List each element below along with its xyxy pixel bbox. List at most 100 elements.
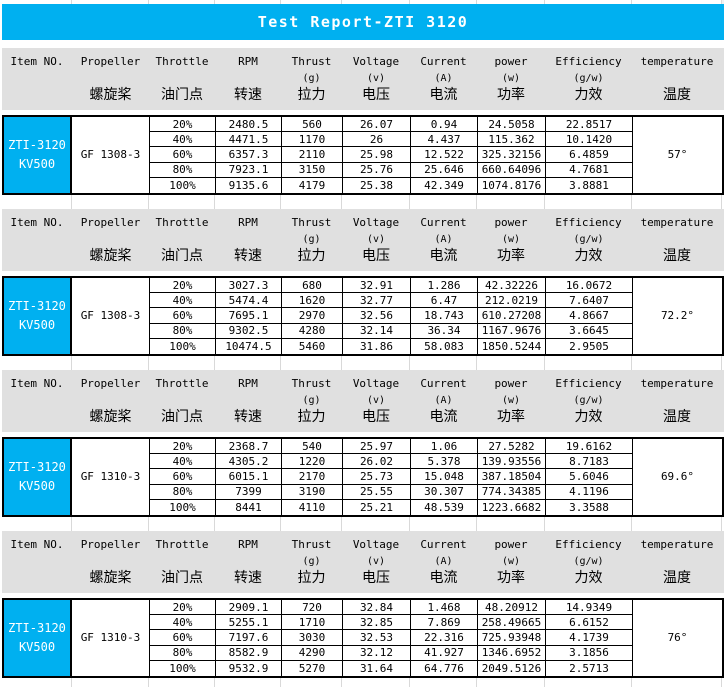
efficiency-cell[interactable]: 6.6152 xyxy=(545,615,632,631)
efficiency-cell[interactable]: 2.9505 xyxy=(545,338,632,354)
propeller-cell[interactable]: GF 1310-3 xyxy=(80,470,141,484)
voltage-cell[interactable]: 32.56 xyxy=(342,308,410,324)
efficiency-cell[interactable]: 4.8667 xyxy=(545,308,632,324)
efficiency-cell[interactable]: 8.7183 xyxy=(545,454,632,470)
power-cell[interactable]: 212.0219 xyxy=(477,293,545,309)
thrust-cell[interactable]: 720 xyxy=(281,600,342,616)
current-cell[interactable]: 18.743 xyxy=(410,308,477,324)
power-cell[interactable]: 1850.5244 xyxy=(477,338,545,354)
efficiency-cell[interactable]: 16.0672 xyxy=(545,278,632,294)
throttle-cell[interactable]: 20% xyxy=(149,278,215,294)
voltage-cell[interactable]: 32.77 xyxy=(342,293,410,309)
current-cell[interactable]: 15.048 xyxy=(410,469,477,485)
throttle-cell[interactable]: 60% xyxy=(149,630,215,646)
efficiency-cell[interactable]: 14.9349 xyxy=(545,600,632,616)
efficiency-cell[interactable]: 5.6046 xyxy=(545,469,632,485)
current-cell[interactable]: 22.316 xyxy=(410,630,477,646)
power-cell[interactable]: 725.93948 xyxy=(477,630,545,646)
voltage-cell[interactable]: 32.85 xyxy=(342,615,410,631)
temperature-cell[interactable]: 69.6° xyxy=(632,439,722,515)
rpm-cell[interactable]: 2368.7 xyxy=(215,439,281,455)
thrust-cell[interactable]: 540 xyxy=(281,439,342,455)
voltage-cell[interactable]: 32.53 xyxy=(342,630,410,646)
power-cell[interactable]: 1167.9676 xyxy=(477,323,545,339)
efficiency-cell[interactable]: 2.5713 xyxy=(545,660,632,676)
rpm-cell[interactable]: 8582.9 xyxy=(215,645,281,661)
thrust-cell[interactable]: 4110 xyxy=(281,499,342,515)
throttle-cell[interactable]: 20% xyxy=(149,439,215,455)
thrust-cell[interactable]: 4280 xyxy=(281,323,342,339)
rpm-cell[interactable]: 7923.1 xyxy=(215,162,281,178)
thrust-cell[interactable]: 680 xyxy=(281,278,342,294)
current-cell[interactable]: 30.307 xyxy=(410,484,477,500)
thrust-cell[interactable]: 5460 xyxy=(281,338,342,354)
power-cell[interactable]: 42.32226 xyxy=(477,278,545,294)
rpm-cell[interactable]: 5255.1 xyxy=(215,615,281,631)
rpm-cell[interactable]: 7197.6 xyxy=(215,630,281,646)
voltage-cell[interactable]: 25.76 xyxy=(342,162,410,178)
voltage-cell[interactable]: 31.86 xyxy=(342,338,410,354)
rpm-cell[interactable]: 4305.2 xyxy=(215,454,281,470)
thrust-cell[interactable]: 4179 xyxy=(281,177,342,193)
efficiency-cell[interactable]: 3.3588 xyxy=(545,499,632,515)
voltage-cell[interactable]: 32.91 xyxy=(342,278,410,294)
temperature-cell[interactable]: 76° xyxy=(632,600,722,676)
current-cell[interactable]: 42.349 xyxy=(410,177,477,193)
temperature-cell[interactable]: 72.2° xyxy=(632,278,722,354)
voltage-cell[interactable]: 25.38 xyxy=(342,177,410,193)
throttle-cell[interactable]: 100% xyxy=(149,338,215,354)
temperature-cell[interactable]: 57° xyxy=(632,117,722,193)
efficiency-cell[interactable]: 4.1739 xyxy=(545,630,632,646)
item-no-cell[interactable]: ZTI-3120 KV500 xyxy=(4,278,72,354)
thrust-cell[interactable]: 1220 xyxy=(281,454,342,470)
current-cell[interactable]: 58.083 xyxy=(410,338,477,354)
voltage-cell[interactable]: 26 xyxy=(342,132,410,148)
rpm-cell[interactable]: 7399 xyxy=(215,484,281,500)
rpm-cell[interactable]: 4471.5 xyxy=(215,132,281,148)
efficiency-cell[interactable]: 19.6162 xyxy=(545,439,632,455)
thrust-cell[interactable]: 3150 xyxy=(281,162,342,178)
power-cell[interactable]: 1074.8176 xyxy=(477,177,545,193)
efficiency-cell[interactable]: 4.7681 xyxy=(545,162,632,178)
current-cell[interactable]: 1.286 xyxy=(410,278,477,294)
current-cell[interactable]: 48.539 xyxy=(410,499,477,515)
rpm-cell[interactable]: 9135.6 xyxy=(215,177,281,193)
current-cell[interactable]: 6.47 xyxy=(410,293,477,309)
efficiency-cell[interactable]: 4.1196 xyxy=(545,484,632,500)
throttle-cell[interactable]: 40% xyxy=(149,615,215,631)
power-cell[interactable]: 610.27208 xyxy=(477,308,545,324)
voltage-cell[interactable]: 25.97 xyxy=(342,439,410,455)
rpm-cell[interactable]: 3027.3 xyxy=(215,278,281,294)
efficiency-cell[interactable]: 10.1420 xyxy=(545,132,632,148)
efficiency-cell[interactable]: 22.8517 xyxy=(545,117,632,133)
voltage-cell[interactable]: 32.12 xyxy=(342,645,410,661)
power-cell[interactable]: 1223.6682 xyxy=(477,499,545,515)
throttle-cell[interactable]: 60% xyxy=(149,308,215,324)
rpm-cell[interactable]: 6357.3 xyxy=(215,147,281,163)
efficiency-cell[interactable]: 3.6645 xyxy=(545,323,632,339)
propeller-cell[interactable]: GF 1308-3 xyxy=(80,148,141,162)
rpm-cell[interactable]: 10474.5 xyxy=(215,338,281,354)
voltage-cell[interactable]: 31.64 xyxy=(342,660,410,676)
current-cell[interactable]: 36.34 xyxy=(410,323,477,339)
power-cell[interactable]: 774.34385 xyxy=(477,484,545,500)
throttle-cell[interactable]: 80% xyxy=(149,162,215,178)
power-cell[interactable]: 1346.6952 xyxy=(477,645,545,661)
efficiency-cell[interactable]: 7.6407 xyxy=(545,293,632,309)
power-cell[interactable]: 27.5282 xyxy=(477,439,545,455)
current-cell[interactable]: 5.378 xyxy=(410,454,477,470)
power-cell[interactable]: 2049.5126 xyxy=(477,660,545,676)
voltage-cell[interactable]: 26.07 xyxy=(342,117,410,133)
voltage-cell[interactable]: 32.14 xyxy=(342,323,410,339)
item-no-cell[interactable]: ZTI-3120 KV500 xyxy=(4,117,72,193)
item-no-cell[interactable]: ZTI-3120 KV500 xyxy=(4,439,72,515)
power-cell[interactable]: 387.18504 xyxy=(477,469,545,485)
current-cell[interactable]: 25.646 xyxy=(410,162,477,178)
throttle-cell[interactable]: 40% xyxy=(149,454,215,470)
current-cell[interactable]: 1.06 xyxy=(410,439,477,455)
voltage-cell[interactable]: 26.02 xyxy=(342,454,410,470)
throttle-cell[interactable]: 80% xyxy=(149,645,215,661)
rpm-cell[interactable]: 8441 xyxy=(215,499,281,515)
propeller-cell[interactable]: GF 1310-3 xyxy=(80,631,141,645)
thrust-cell[interactable]: 4290 xyxy=(281,645,342,661)
